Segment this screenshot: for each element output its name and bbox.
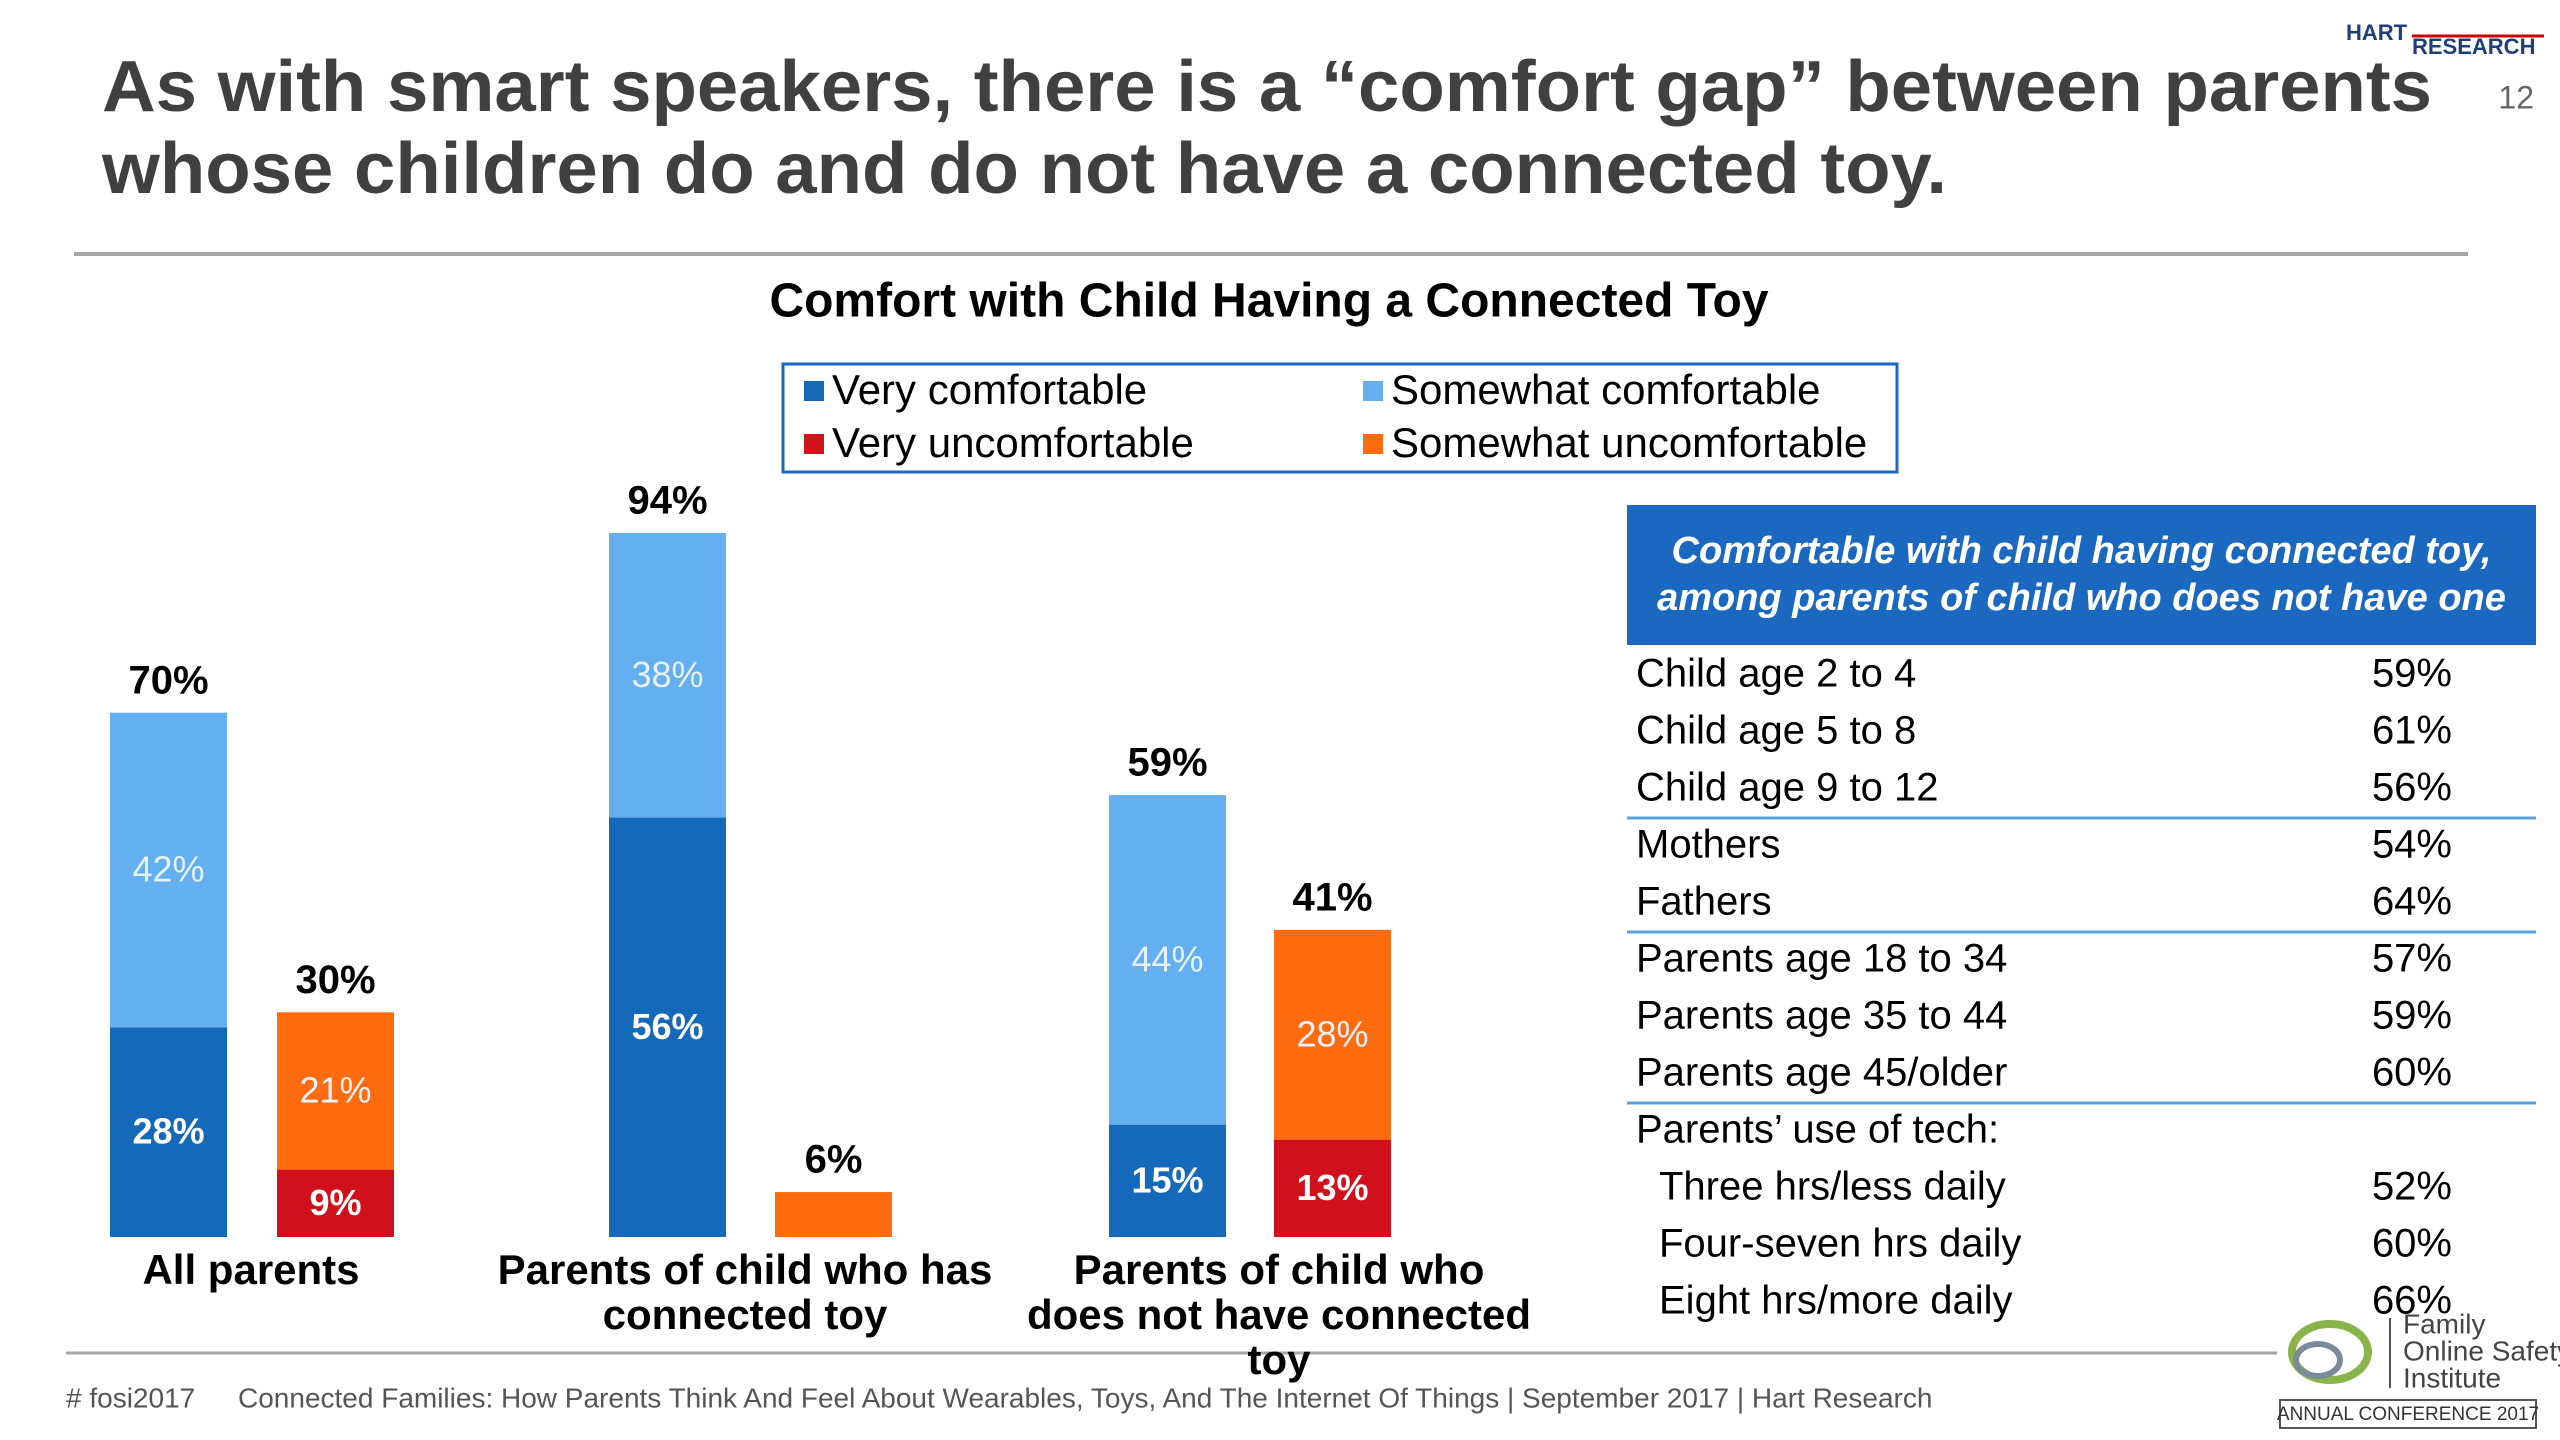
bar-value-label: 9%: [309, 1182, 361, 1223]
legend-label: Very uncomfortable: [832, 419, 1194, 466]
logo-text: Family: [2403, 1308, 2485, 1339]
logo-icon: [2293, 1341, 2343, 1379]
bar-value-label: 56%: [631, 1006, 703, 1047]
table-row-value: 60%: [2372, 1222, 2452, 1266]
table-row-label: Parents’ use of tech:: [1636, 1108, 1999, 1152]
bar-value-label: 28%: [132, 1111, 204, 1152]
bar-segment: [1109, 795, 1226, 1125]
bar-segment: [1109, 1124, 1226, 1237]
table-row-label: Mothers: [1636, 823, 1781, 867]
bar-value-label: 13%: [1296, 1167, 1368, 1208]
bar-segment: [110, 712, 227, 1028]
total-label: 59%: [1127, 741, 1207, 785]
bar-segment: [1274, 1139, 1391, 1237]
bar-value-label: 21%: [299, 1069, 371, 1110]
category-label: Parents of child who does not have conne…: [1026, 1246, 1532, 1383]
table-row-value: 59%: [2372, 652, 2452, 696]
bar-segment: [1274, 929, 1391, 1140]
table-row-label: Parents age 35 to 44: [1636, 994, 2007, 1038]
table-row-value: 56%: [2372, 766, 2452, 810]
total-label: 41%: [1292, 875, 1372, 919]
table-row-value: 57%: [2372, 937, 2452, 981]
table-row-value: 61%: [2372, 709, 2452, 753]
logo-text: Online Safety: [2403, 1335, 2560, 1366]
table-row-value: 52%: [2372, 1165, 2452, 1209]
bar-value-label: 44%: [1131, 938, 1203, 979]
legend-label: Somewhat uncomfortable: [1391, 419, 1867, 466]
table-row-label: Four-seven hrs daily: [1659, 1222, 2021, 1266]
logo-text: Institute: [2403, 1362, 2501, 1393]
brand-logo: HART: [2346, 20, 2408, 45]
table-row-label: Child age 9 to 12: [1636, 766, 1938, 810]
total-label: 94%: [627, 479, 707, 523]
brand-logo: RESEARCH: [2412, 34, 2535, 59]
table-row-label: Fathers: [1636, 880, 1772, 924]
bar-segment: [775, 1192, 892, 1237]
category-label: All parents: [142, 1246, 360, 1293]
total-label: 30%: [295, 958, 375, 1002]
bar-segment: [609, 817, 726, 1237]
table-row-label: Eight hrs/more daily: [1659, 1279, 2012, 1323]
table-row-label: Child age 5 to 8: [1636, 709, 1916, 753]
bar-value-label: 42%: [132, 849, 204, 890]
legend-swatch: [1363, 434, 1383, 454]
legend-box: [781, 362, 1899, 474]
bar-value-label: 38%: [631, 654, 703, 695]
table-row-label: Parents age 18 to 34: [1636, 937, 2007, 981]
footer-hashtag: # fosi2017: [66, 1382, 195, 1413]
bar-segment: [277, 1169, 394, 1237]
table-row-label: Three hrs/less daily: [1659, 1165, 2006, 1209]
bar-segment: [110, 1027, 227, 1237]
table-row-label: Child age 2 to 4: [1636, 652, 1916, 696]
table-header: Comfortable with child having connected …: [1627, 505, 2536, 645]
table-row-value: 64%: [2372, 880, 2452, 924]
total-label: 6%: [805, 1138, 863, 1182]
footer-source: Connected Families: How Parents Think An…: [238, 1382, 1932, 1413]
table-row-value: 59%: [2372, 994, 2452, 1038]
legend-swatch: [804, 381, 824, 401]
slide-title: As with smart speakers, there is a “comf…: [102, 47, 2432, 127]
table-row-value: 66%: [2372, 1279, 2452, 1323]
logo-event: ANNUAL CONFERENCE 2017: [2277, 1404, 2539, 1425]
logo-event-box: [2279, 1399, 2537, 1429]
legend-swatch: [804, 434, 824, 454]
bar-value-label: 15%: [1131, 1159, 1203, 1200]
table-row-value: 60%: [2372, 1051, 2452, 1095]
table-row-value: 54%: [2372, 823, 2452, 867]
bar-value-label: 28%: [1296, 1013, 1368, 1054]
legend-swatch: [1363, 381, 1383, 401]
total-label: 70%: [128, 658, 208, 702]
legend-label: Very comfortable: [832, 366, 1147, 413]
legend-label: Somewhat comfortable: [1391, 366, 1821, 413]
bar-segment: [609, 532, 726, 818]
category-label: Parents of child who has connected toy: [497, 1246, 993, 1338]
slide-title: whose children do and do not have a conn…: [101, 129, 1947, 209]
table-row-label: Parents age 45/older: [1636, 1051, 2007, 1095]
chart-title: Comfort with Child Having a Connected To…: [769, 275, 1768, 328]
page-number: 12: [2498, 79, 2534, 115]
bar-segment: [277, 1012, 394, 1170]
logo-icon: [2288, 1320, 2372, 1384]
